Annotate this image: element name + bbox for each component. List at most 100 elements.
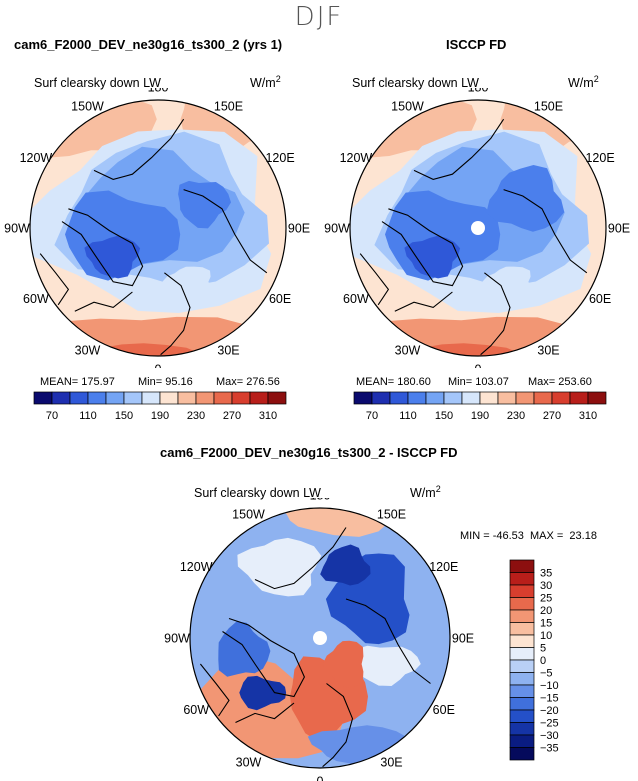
colorbar-swatch: [509, 634, 535, 648]
field-region: [40, 316, 284, 356]
field-region: [237, 537, 322, 597]
colorbar-swatch: [509, 672, 535, 686]
colorbar-swatch: [509, 734, 535, 748]
colorbar-swatch: [461, 391, 481, 405]
colorbar-swatch: [231, 391, 251, 405]
coastline: [235, 702, 295, 723]
lon-label: 120W: [340, 151, 373, 165]
colorbar-swatch: [195, 391, 215, 405]
colorbar-tick-label: 310: [579, 410, 597, 422]
colorbar-swatch: [509, 722, 535, 736]
lon-label: 120E: [585, 151, 614, 165]
colorbar-swatch: [141, 391, 161, 405]
lon-label: 0: [475, 363, 482, 369]
colorbar-tick-label: 110: [399, 410, 417, 422]
coastline: [93, 118, 185, 180]
panel2-units: W/m2: [568, 74, 599, 91]
colorbar-swatch: [389, 391, 409, 405]
colorbar-swatch: [509, 584, 535, 598]
lon-label: 150E: [214, 99, 243, 113]
panel2-variable-label: Surf clearsky down LW: [352, 76, 479, 90]
map-boundary: [189, 507, 451, 769]
colorbar-tick-label: 230: [507, 410, 525, 422]
colorbar-tick-label: 270: [223, 410, 241, 422]
lon-label: 90W: [164, 632, 190, 646]
lon-label: 0: [155, 363, 162, 369]
colorbar-swatch: [407, 391, 427, 405]
left-panel-title: cam6_F2000_DEV_ne30g16_ts300_2 (yrs 1): [14, 37, 283, 52]
map-boundary: [349, 99, 607, 357]
coastline: [254, 527, 347, 590]
colorbar-swatch: [509, 609, 535, 623]
colorbar-swatch: [353, 391, 373, 405]
panel1-min: Min= 95.16: [138, 376, 193, 388]
colorbar-swatch: [425, 391, 445, 405]
lon-label: 150W: [232, 508, 265, 522]
colorbar-swatch: [533, 391, 553, 405]
lon-label: 30W: [395, 344, 421, 358]
field-region: [404, 235, 461, 279]
coastline: [322, 683, 354, 768]
colorbar-tick-label: 270: [543, 410, 561, 422]
lon-label: 120E: [265, 151, 294, 165]
lon-label: 60E: [433, 703, 455, 717]
panel2-min: Min= 103.07: [448, 376, 509, 388]
lon-label: 90E: [452, 632, 474, 646]
lon-label: 60E: [589, 292, 611, 306]
colorbar-tick-label: −20: [540, 705, 559, 717]
field-region: [320, 544, 371, 586]
colorbar-swatch: [371, 391, 391, 405]
panel3-minmax: MIN = -46.53 MAX = 23.18: [460, 530, 597, 542]
lon-label: 30W: [236, 755, 262, 769]
panel2-polar-map: 180 150E 120E 90E 60E 30E 0 30W 60W 90W 120W 150W: [324, 88, 630, 369]
colorbar-swatch: [509, 697, 535, 711]
coastline: [413, 118, 505, 180]
lon-label: 90W: [4, 222, 30, 236]
panel1-variable-label: Surf clearsky down LW: [34, 76, 161, 90]
colorbar-swatch: [509, 659, 535, 673]
lon-label: 150E: [377, 508, 406, 522]
panel1-mean: MEAN= 175.97: [40, 376, 115, 388]
coastline: [480, 272, 511, 356]
coastline: [345, 598, 431, 684]
colorbar-swatch: [267, 391, 287, 405]
panel1-units: W/m2: [250, 74, 281, 91]
colorbar-swatch: [443, 391, 463, 405]
lon-label: 90W: [324, 222, 350, 236]
colorbar-tick-label: 70: [366, 410, 378, 422]
colorbar-swatch: [509, 709, 535, 723]
colorbar-swatch: [509, 559, 535, 573]
colorbar-tick-label: 5: [540, 643, 546, 655]
panel1-max: Max= 276.56: [216, 376, 280, 388]
field-region: [482, 266, 531, 297]
colorbar-swatch: [587, 391, 607, 405]
field-region: [360, 316, 604, 356]
colorbar-swatch: [87, 391, 107, 405]
colorbar-swatch: [51, 391, 71, 405]
panel1-polar-map: 180 150E 120E 90E 60E 30E 0 30W 60W 90W 120W 150W: [4, 88, 310, 369]
panel2-max: Max= 253.60: [528, 376, 592, 388]
colorbar-tick-label: −35: [540, 743, 559, 755]
lon-label: 150W: [391, 99, 424, 113]
coastline: [183, 189, 268, 274]
coastline: [160, 272, 191, 356]
colorbar-tick-label: 15: [540, 618, 552, 630]
lon-label: 120E: [429, 560, 458, 574]
colorbar-swatch: [105, 391, 125, 405]
lon-label: 60W: [343, 292, 369, 306]
coastline: [381, 208, 464, 287]
colorbar-swatch: [569, 391, 589, 405]
colorbar-tick-label: 190: [471, 410, 489, 422]
colorbar-tick-label: 35: [540, 568, 552, 580]
missing-data-pole: [471, 221, 485, 235]
lon-label: 30W: [75, 344, 101, 358]
field-region: [279, 508, 417, 537]
lon-label: 180: [468, 88, 489, 95]
season-title: DJF: [294, 2, 344, 32]
lon-label: 90E: [608, 222, 630, 236]
colorbar-swatch: [551, 391, 571, 405]
coastline: [199, 663, 230, 717]
lon-label: 150E: [534, 99, 563, 113]
colorbar-tick-label: −5: [540, 668, 553, 680]
